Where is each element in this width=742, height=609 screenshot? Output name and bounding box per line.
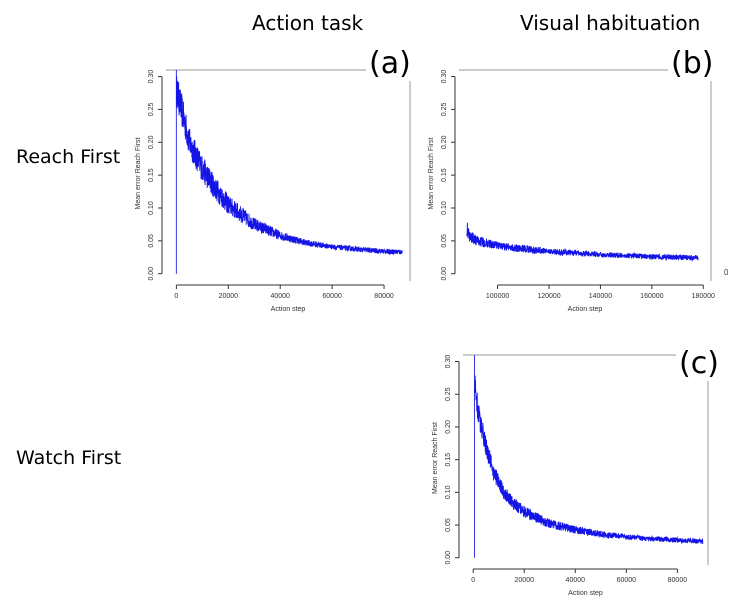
x-tick-label: 80000	[668, 577, 688, 584]
x-tick-label: 0	[174, 293, 178, 300]
y-axis-label: Mean error Reach First	[135, 137, 142, 209]
y-tick-label: 0.05	[148, 234, 155, 248]
x-tick-label: 40000	[566, 577, 586, 584]
series-line	[474, 375, 704, 545]
chart-panel-b: 0.00 0.05 0.10 0.15 0.20 0.25 0.30 100000 120000…	[428, 69, 715, 313]
row-title-watch-first: Watch First	[16, 447, 122, 469]
y-tick-label: 0.30	[441, 70, 448, 84]
x-axis-label: Action step	[271, 306, 306, 313]
y-tick-label: 0.05	[445, 518, 452, 532]
y-tick-label: 0.10	[148, 201, 155, 215]
x-axis-label: Action step	[568, 306, 603, 313]
stray-tick-label: 0	[724, 268, 729, 277]
y-tick-label: 0.10	[445, 485, 452, 499]
chart-panel-c: 0.00 0.05 0.10 0.15 0.20 0.25 0.30 0 20000 40000 6…	[432, 354, 709, 597]
y-tick-label: 0.00	[148, 267, 155, 281]
x-tick-label: 140000	[589, 293, 612, 300]
y-tick-label: 0.00	[445, 551, 452, 565]
x-tick-label: 180000	[692, 293, 715, 300]
y-tick-label: 0.15	[148, 168, 155, 182]
y-tick-label: 0.30	[148, 70, 155, 84]
x-tick-label: 40000	[270, 293, 290, 300]
y-tick-label: 0.15	[441, 168, 448, 182]
y-tick-label: 0.00	[441, 267, 448, 281]
x-tick-label: 0	[471, 577, 475, 584]
y-tick-label: 0.25	[148, 103, 155, 117]
x-tick-label: 100000	[486, 293, 509, 300]
x-tick-label: 80000	[374, 293, 394, 300]
x-tick-label: 160000	[640, 293, 663, 300]
x-tick-label: 20000	[219, 293, 239, 300]
x-tick-label: 120000	[537, 293, 560, 300]
chart-panel-a: 0.00 0.05 0.10 0.15 0.20 0.25 0.30 0 20000 40000 6…	[135, 69, 411, 313]
column-title-action-task: Action task	[252, 11, 364, 35]
column-title-visual-habituation: Visual habituation	[520, 11, 701, 35]
y-axis-label: Mean error Reach First	[428, 137, 435, 209]
panel-label-a: (a)	[366, 46, 414, 81]
y-tick-label: 0.20	[148, 135, 155, 149]
row-title-reach-first: Reach First	[16, 146, 121, 168]
x-tick-label: 60000	[617, 577, 637, 584]
x-axis-label: Action step	[568, 590, 603, 597]
x-tick-label: 60000	[322, 293, 342, 300]
y-tick-label: 0.05	[441, 234, 448, 248]
panel-label-b: (b)	[668, 46, 717, 81]
plot-frame	[459, 69, 712, 281]
y-tick-label: 0.20	[445, 420, 452, 434]
series-line	[175, 76, 403, 256]
series-line	[466, 222, 699, 263]
y-tick-label: 0.25	[445, 387, 452, 401]
y-tick-label: 0.20	[441, 135, 448, 149]
y-tick-label: 0.10	[441, 201, 448, 215]
plot-frame	[463, 354, 709, 565]
panel-label-c: (c)	[676, 346, 722, 381]
x-tick-label: 20000	[515, 577, 535, 584]
y-tick-label: 0.30	[445, 355, 452, 369]
y-tick-label: 0.25	[441, 103, 448, 117]
y-tick-label: 0.15	[445, 453, 452, 467]
y-axis-label: Mean error Reach First	[432, 422, 439, 494]
